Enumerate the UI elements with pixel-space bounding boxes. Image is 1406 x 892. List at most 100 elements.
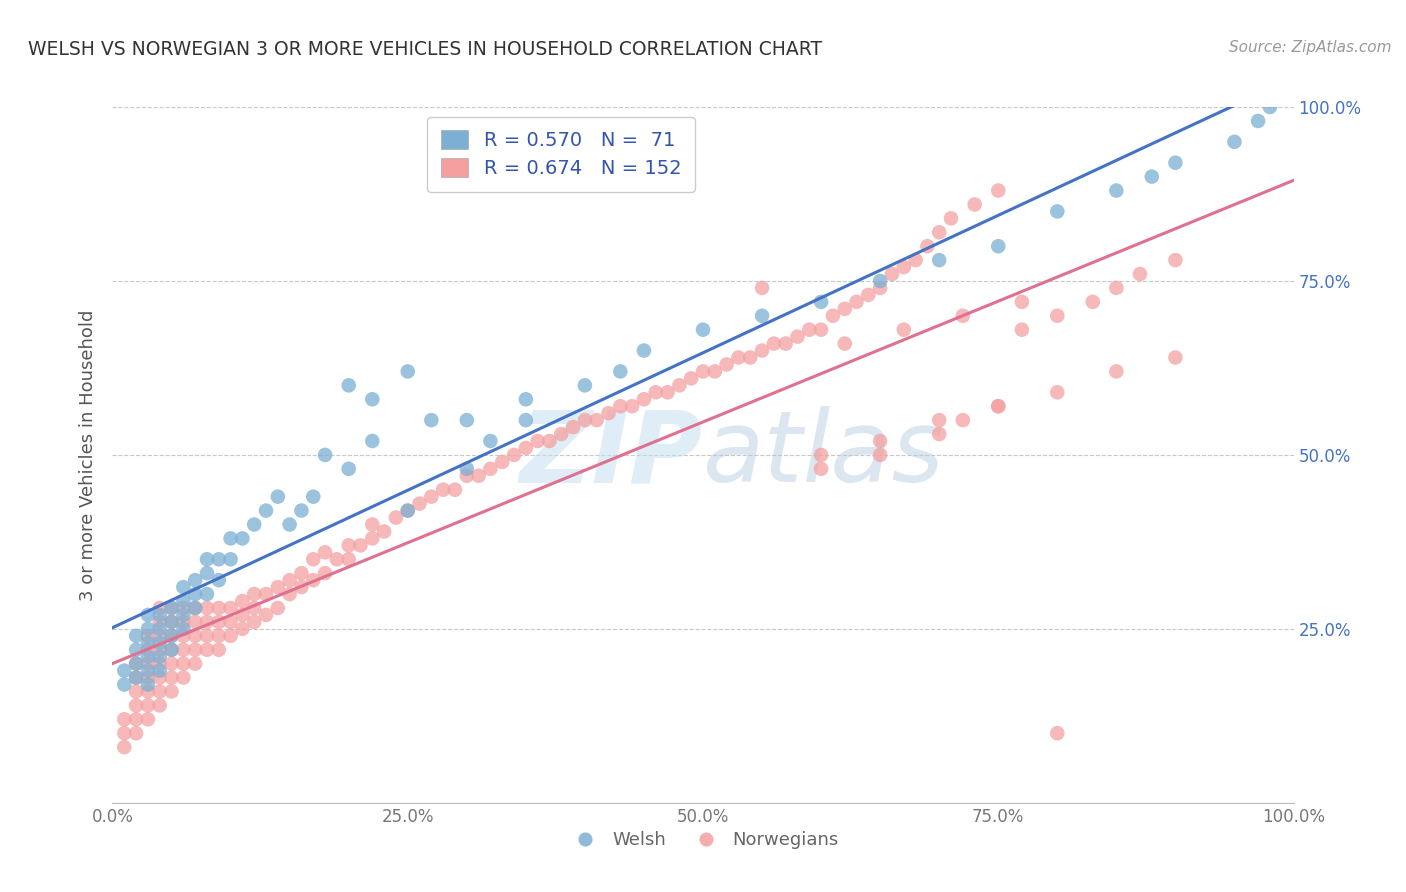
Text: atlas: atlas [703, 407, 945, 503]
Point [149, 664, 172, 678]
Point [290, 580, 312, 594]
Point [231, 622, 253, 636]
Point [254, 587, 277, 601]
Point [633, 392, 655, 407]
Point [149, 671, 172, 685]
Point [917, 239, 939, 253]
Point [125, 629, 148, 643]
Point [136, 629, 159, 643]
Point [396, 503, 419, 517]
Point [491, 455, 513, 469]
Point [361, 532, 384, 546]
Point [160, 615, 183, 629]
Point [172, 671, 194, 685]
Point [290, 566, 312, 581]
Point [987, 399, 1010, 413]
Point [928, 427, 950, 442]
Point [609, 399, 631, 413]
Point [125, 684, 148, 698]
Point [869, 448, 891, 462]
Point [987, 239, 1010, 253]
Point [1140, 169, 1163, 184]
Point [125, 657, 148, 671]
Point [1105, 364, 1128, 378]
Point [267, 490, 290, 504]
Point [869, 434, 891, 448]
Point [810, 448, 832, 462]
Point [184, 573, 207, 587]
Point [740, 351, 762, 365]
Point [893, 260, 915, 274]
Point [515, 392, 537, 407]
Point [160, 615, 183, 629]
Point [1247, 114, 1270, 128]
Point [609, 364, 631, 378]
Point [1046, 204, 1069, 219]
Point [952, 413, 974, 427]
Point [172, 601, 194, 615]
Point [208, 573, 231, 587]
Point [326, 552, 349, 566]
Point [160, 601, 183, 615]
Point [1011, 294, 1033, 309]
Point [1046, 309, 1069, 323]
Point [928, 413, 950, 427]
Point [254, 503, 277, 517]
Point [219, 601, 242, 615]
Point [337, 552, 360, 566]
Point [845, 294, 868, 309]
Point [184, 601, 207, 615]
Point [149, 601, 172, 615]
Point [574, 413, 596, 427]
Point [1011, 323, 1033, 337]
Point [550, 427, 572, 442]
Point [149, 629, 172, 643]
Point [195, 587, 218, 601]
Point [136, 649, 159, 664]
Point [361, 517, 384, 532]
Point [432, 483, 454, 497]
Point [396, 364, 419, 378]
Point [1223, 135, 1246, 149]
Point [834, 336, 856, 351]
Point [408, 497, 430, 511]
Point [337, 462, 360, 476]
Point [208, 615, 231, 629]
Point [893, 323, 915, 337]
Point [727, 351, 749, 365]
Point [243, 615, 266, 629]
Point [456, 468, 478, 483]
Point [385, 510, 408, 524]
Point [172, 594, 194, 608]
Point [231, 532, 253, 546]
Legend: Welsh, Norwegians: Welsh, Norwegians [560, 824, 846, 856]
Point [692, 323, 714, 337]
Point [136, 622, 159, 636]
Point [1164, 155, 1187, 169]
Point [479, 434, 502, 448]
Point [515, 441, 537, 455]
Point [184, 601, 207, 615]
Point [869, 281, 891, 295]
Point [149, 698, 172, 713]
Point [149, 684, 172, 698]
Text: Source: ZipAtlas.com: Source: ZipAtlas.com [1229, 40, 1392, 55]
Point [219, 629, 242, 643]
Point [112, 664, 135, 678]
Point [278, 573, 301, 587]
Point [136, 684, 159, 698]
Point [456, 413, 478, 427]
Point [172, 622, 194, 636]
Point [810, 323, 832, 337]
Point [585, 413, 607, 427]
Point [751, 309, 773, 323]
Point [456, 462, 478, 476]
Point [963, 197, 986, 211]
Point [136, 712, 159, 726]
Point [172, 642, 194, 657]
Point [939, 211, 962, 226]
Point [136, 698, 159, 713]
Point [136, 642, 159, 657]
Point [290, 503, 312, 517]
Point [1081, 294, 1104, 309]
